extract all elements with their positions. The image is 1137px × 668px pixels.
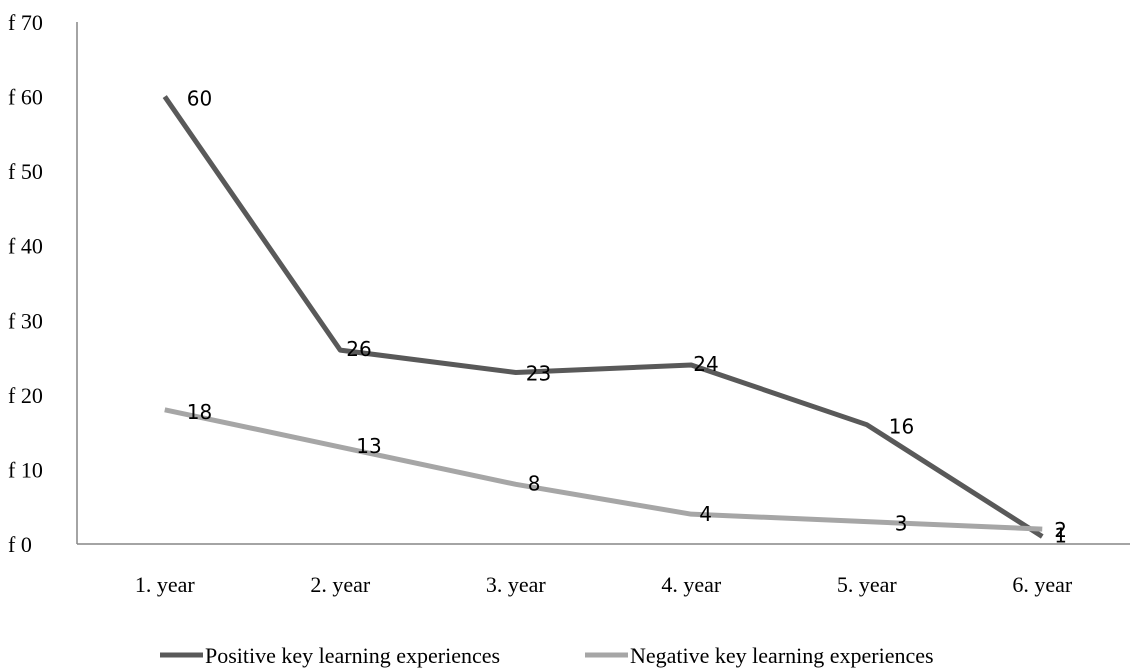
axes	[76, 22, 1130, 545]
y-tick-label: f 10	[8, 457, 43, 482]
y-tick-label: f 20	[8, 383, 43, 408]
data-label: 60	[187, 87, 212, 111]
legend: Positive key learning experiences Negativ…	[160, 643, 934, 668]
data-label: 26	[346, 337, 371, 361]
y-tick-label: f 60	[8, 85, 43, 110]
y-tick-labels: f 0 f 10 f 20 f 30 f 40 f 50 f 60 f 70	[8, 10, 43, 557]
y-tick-label: f 0	[8, 532, 32, 557]
data-label: 23	[526, 361, 551, 385]
y-tick-label: f 70	[8, 10, 43, 35]
y-tick-label: f 30	[8, 308, 43, 333]
data-label: 1	[1054, 524, 1067, 548]
x-tick-label: 6. year	[1012, 572, 1073, 597]
data-label: 24	[693, 352, 718, 376]
x-tick-label: 4. year	[661, 572, 722, 597]
legend-label: Negative key learning experiences	[630, 643, 934, 668]
x-tick-label: 5. year	[837, 572, 898, 597]
x-tick-label: 2. year	[310, 572, 371, 597]
data-label: 16	[889, 415, 914, 439]
data-label: 4	[699, 502, 712, 526]
x-tick-label: 1. year	[135, 572, 196, 597]
y-tick-label: f 40	[8, 234, 43, 259]
data-label: 13	[356, 434, 381, 458]
y-tick-label: f 50	[8, 159, 43, 184]
data-label: 2	[1054, 518, 1067, 542]
series-lines	[162, 95, 1044, 539]
data-label: 18	[187, 400, 212, 424]
series-line-positive	[162, 95, 1044, 539]
x-tick-label: 3. year	[486, 572, 547, 597]
data-labels: 60 26 23 24 16 1 18 13 8 4 3 2	[187, 87, 1067, 548]
legend-label: Positive key learning experiences	[205, 643, 500, 668]
data-label: 3	[895, 512, 908, 536]
x-tick-labels: 1. year 2. year 3. year 4. year 5. year 6. ye…	[135, 572, 1073, 597]
series-line-negative	[164, 407, 1043, 532]
data-label: 8	[528, 471, 541, 495]
